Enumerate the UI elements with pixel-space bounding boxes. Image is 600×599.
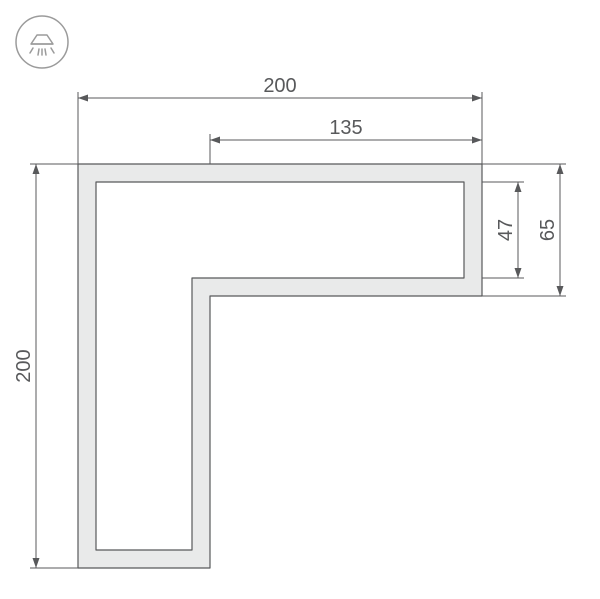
dim-right-65: 65 (537, 219, 559, 241)
dim-height-200: 200 (13, 349, 35, 382)
dimension-drawing: 200 135 200 65 47 (0, 0, 600, 599)
dim-width-135: 135 (329, 117, 362, 139)
profile-inner (96, 182, 464, 550)
dim-right-47: 47 (495, 219, 517, 241)
dim-width-200: 200 (263, 75, 296, 97)
lamp-icon (16, 16, 68, 68)
